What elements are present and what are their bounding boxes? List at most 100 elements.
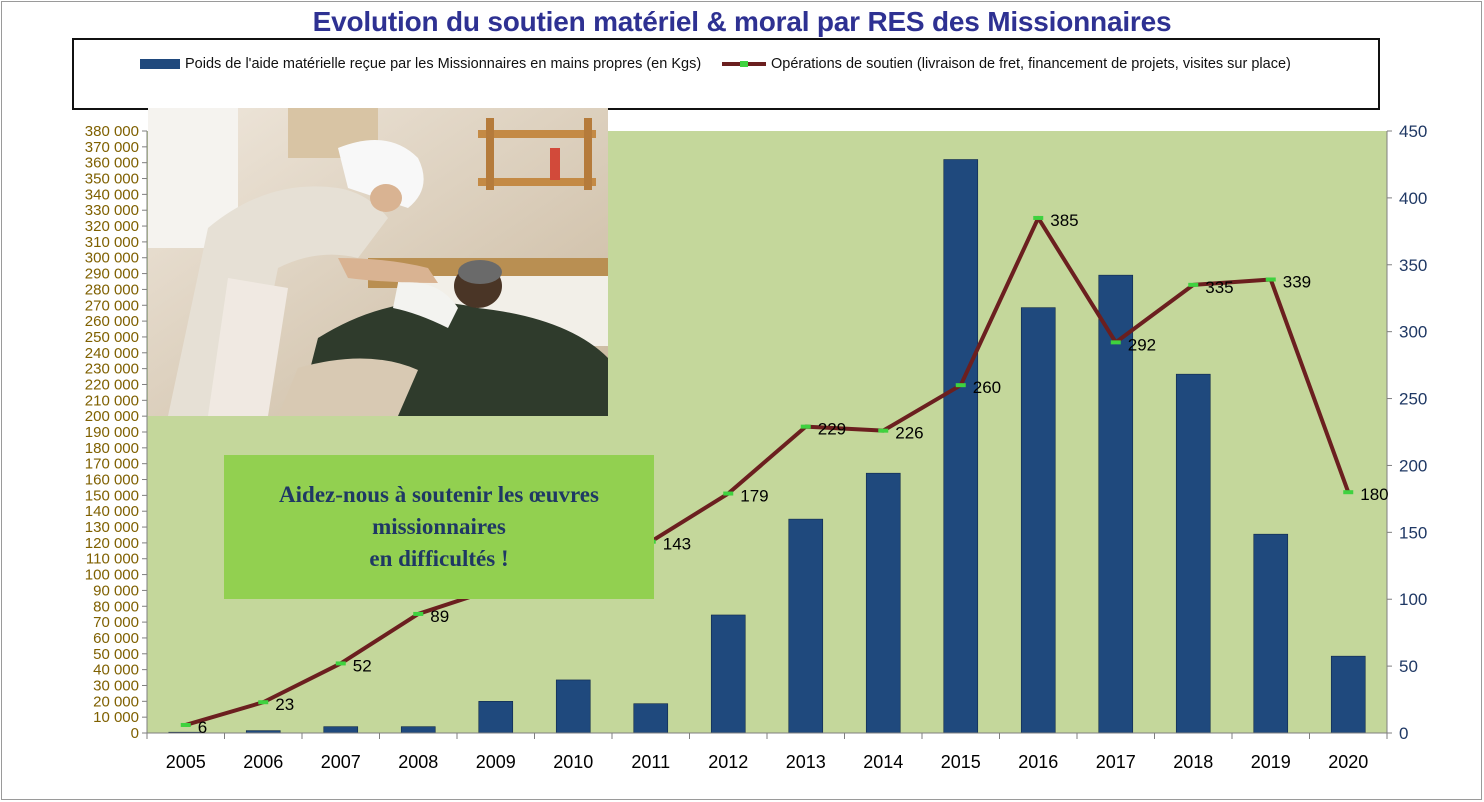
x-tick-label: 2017: [1096, 752, 1136, 772]
right-tick-label: 450: [1399, 122, 1427, 141]
left-tick-label: 330 000: [85, 202, 139, 219]
left-tick-label: 0: [131, 725, 139, 742]
line-data-label: 229: [818, 420, 846, 439]
appeal-callout-text: Aidez-nous à soutenir les œuvres mission…: [279, 482, 599, 571]
left-tick-label: 20 000: [93, 693, 139, 710]
line-data-label: 180: [1360, 485, 1388, 504]
line-marker: [413, 611, 424, 616]
bar-series: [168, 159, 1366, 734]
line-series: 6 23 52 89 143 179 229 226 260 385 292 335 339 180: [180, 211, 1389, 737]
legend-bar-swatch: [140, 59, 180, 69]
left-tick-label: 80 000: [93, 598, 139, 615]
line-marker: [878, 428, 889, 433]
right-tick-label: 350: [1399, 256, 1427, 275]
left-tick-label: 310 000: [85, 234, 139, 251]
left-tick-label: 130 000: [85, 519, 139, 536]
x-tick-label: 2016: [1018, 752, 1058, 772]
line-data-label: 339: [1283, 272, 1311, 291]
left-tick-label: 360 000: [85, 155, 139, 172]
x-tick-label: 2006: [243, 752, 283, 772]
x-tick-label: 2012: [708, 752, 748, 772]
right-tick-label: 200: [1399, 456, 1427, 475]
bar: [633, 703, 669, 734]
left-tick-label: 190 000: [85, 424, 139, 441]
line-data-label: 260: [973, 378, 1001, 397]
line-data-label: 226: [895, 424, 923, 443]
appeal-callout: Aidez-nous à soutenir les œuvres mission…: [224, 455, 654, 599]
left-tick-label: 10 000: [93, 709, 139, 726]
x-tick-label: 2020: [1328, 752, 1368, 772]
line-marker: [1343, 490, 1354, 495]
bar: [865, 472, 901, 734]
chart-legend: Poids de l'aide matérielle reçue par les…: [72, 38, 1380, 110]
bar: [323, 726, 359, 734]
line-marker: [180, 722, 191, 727]
line-marker: [1265, 277, 1276, 282]
right-tick-label: 150: [1399, 523, 1427, 542]
chart-title: Evolution du soutien matériel & moral pa…: [312, 6, 1172, 37]
line-data-label: 143: [663, 535, 691, 554]
left-tick-label: 350 000: [85, 171, 139, 188]
x-tick-label: 2015: [941, 752, 981, 772]
left-tick-label: 260 000: [85, 313, 139, 330]
x-tick-label: 2009: [476, 752, 516, 772]
left-tick-label: 180 000: [85, 440, 139, 457]
left-tick-label: 50 000: [93, 646, 139, 663]
line-data-label: 89: [430, 607, 449, 626]
left-tick-label: 270 000: [85, 297, 139, 314]
left-tick-label: 200 000: [85, 408, 139, 425]
line-marker: [258, 700, 269, 705]
bar: [1175, 373, 1211, 734]
right-tick-label: 300: [1399, 323, 1427, 342]
x-tick-label: 2014: [863, 752, 903, 772]
line-data-label: 292: [1128, 335, 1156, 354]
left-tick-label: 60 000: [93, 630, 139, 647]
bar: [555, 679, 591, 734]
left-tick-label: 170 000: [85, 456, 139, 473]
left-tick-label: 40 000: [93, 662, 139, 679]
right-tick-label: 50: [1399, 657, 1418, 676]
left-tick-label: 220 000: [85, 376, 139, 393]
line-data-label: 6: [198, 718, 207, 737]
line-data-label: 52: [353, 656, 372, 675]
x-tick-label: 2018: [1173, 752, 1213, 772]
left-tick-label: 100 000: [85, 567, 139, 584]
left-tick-label: 340 000: [85, 186, 139, 203]
line-marker: [800, 424, 811, 429]
left-tick-label: 370 000: [85, 139, 139, 156]
bar: [943, 159, 979, 734]
legend-bars-label: Poids de l'aide matérielle reçue par les…: [185, 56, 702, 72]
left-tick-label: 320 000: [85, 218, 139, 235]
right-tick-label: 0: [1399, 724, 1408, 743]
legend-line-label: Opérations de soutien (livraison de fret…: [771, 56, 1291, 72]
left-tick-label: 280 000: [85, 281, 139, 298]
bar: [788, 518, 824, 734]
x-tick-label: 2007: [321, 752, 361, 772]
left-tick-label: 230 000: [85, 361, 139, 378]
x-tick-label: 2019: [1251, 752, 1291, 772]
line-data-label: 385: [1050, 211, 1078, 230]
x-tick-label: 2010: [553, 752, 593, 772]
line-data-label: 179: [740, 487, 768, 506]
line-data-label: 23: [275, 695, 294, 714]
left-tick-label: 30 000: [93, 677, 139, 694]
left-tick-label: 210 000: [85, 392, 139, 409]
line-data-label: 335: [1205, 278, 1233, 297]
x-tick-label: 2005: [166, 752, 206, 772]
line-path: [185, 215, 1351, 727]
right-tick-label: 250: [1399, 390, 1427, 409]
photo-nun-caring-for-patient: [148, 108, 608, 416]
left-tick-label: 290 000: [85, 266, 139, 283]
bar: [1330, 655, 1366, 734]
x-tick-label: 2008: [398, 752, 438, 772]
left-tick-label: 70 000: [93, 614, 139, 631]
left-tick-label: 90 000: [93, 582, 139, 599]
bar: [478, 701, 514, 734]
bar: [400, 726, 436, 734]
bar: [710, 614, 746, 734]
left-tick-label: 380 000: [85, 123, 139, 140]
line-marker: [723, 491, 734, 496]
bar: [1253, 533, 1289, 734]
left-tick-label: 120 000: [85, 535, 139, 552]
